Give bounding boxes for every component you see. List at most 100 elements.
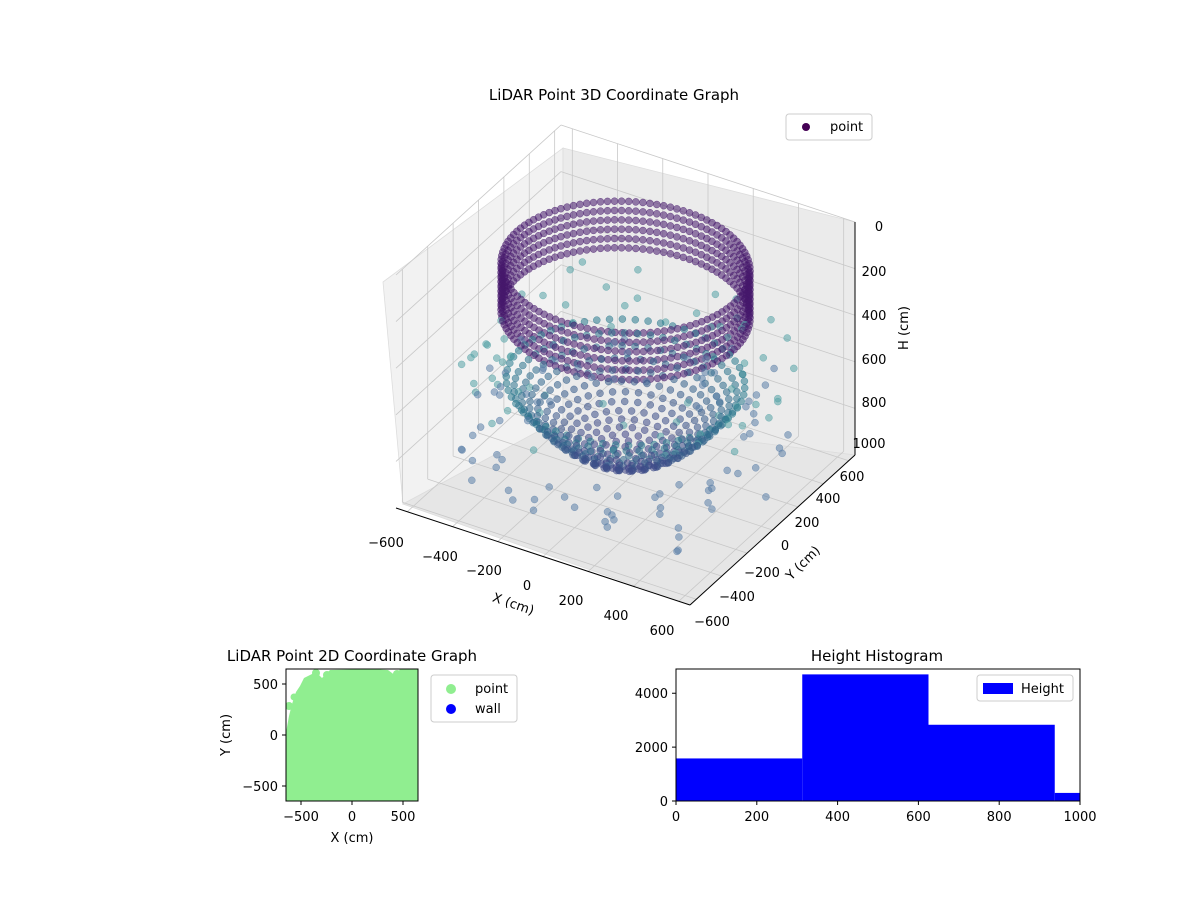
point-marker (468, 476, 476, 485)
point-marker (576, 219, 584, 227)
point-marker (602, 283, 611, 291)
point-marker (667, 354, 675, 362)
point-marker (608, 329, 616, 337)
point-marker (590, 440, 599, 449)
legend-3d: point (785, 113, 873, 141)
point-marker (752, 400, 760, 409)
point-marker (728, 374, 736, 382)
point-marker (495, 391, 504, 399)
point-marker (684, 399, 692, 407)
point-marker (702, 397, 711, 405)
point-marker (596, 198, 605, 206)
point-marker (693, 423, 702, 432)
point-marker (653, 374, 662, 383)
point-marker (546, 386, 554, 394)
h-tick-label: 400 (862, 309, 887, 324)
point-marker (569, 201, 578, 210)
point-marker (529, 446, 538, 454)
point-marker (719, 381, 727, 390)
point-marker (470, 379, 478, 388)
point-marker (492, 463, 500, 472)
point-marker (570, 321, 578, 330)
point-marker (673, 547, 681, 556)
point-marker (563, 221, 571, 230)
point-marker (737, 397, 745, 406)
point-marker (593, 419, 602, 427)
point-marker (679, 225, 688, 234)
point-marker (625, 329, 634, 337)
point-marker (679, 234, 688, 243)
point-marker (544, 372, 553, 381)
point-marker (660, 327, 669, 335)
point-marker (639, 338, 648, 346)
point-marker (610, 197, 619, 205)
point-marker (567, 425, 576, 433)
point-marker (561, 301, 570, 309)
point-marker (680, 370, 688, 378)
x-tick-label: 600 (906, 810, 931, 825)
point-marker (617, 216, 626, 224)
point-marker (632, 216, 640, 225)
point-marker (581, 414, 589, 423)
point-marker (610, 225, 619, 233)
y-tick-label: −600 (694, 615, 730, 630)
grid-line (633, 436, 799, 587)
point-marker (573, 395, 582, 404)
point-marker (592, 379, 600, 387)
x-tick-label: −400 (422, 550, 458, 565)
point-marker (583, 362, 592, 370)
y-tick-label: 200 (795, 516, 820, 531)
point-marker (725, 395, 733, 403)
point-marker (613, 492, 622, 500)
point-marker (740, 384, 749, 392)
y-tick-label: 400 (816, 492, 841, 507)
point-mark (393, 670, 401, 678)
point-marker (563, 329, 572, 337)
point-marker (538, 366, 547, 375)
x-tick-label: 200 (559, 594, 584, 609)
point-marker (468, 431, 477, 440)
x-tick-label: −500 (283, 810, 319, 825)
point-marker (716, 399, 724, 407)
point-marker (722, 388, 731, 396)
point-marker (767, 315, 775, 324)
grid-line (395, 217, 562, 369)
point-marker (596, 216, 605, 225)
legend-hist-box (976, 674, 1074, 702)
point-marker (541, 414, 550, 422)
legend-2d-label-point: point (475, 682, 508, 697)
point-marker (692, 309, 701, 318)
grid-line (395, 264, 562, 416)
point-marker (617, 206, 626, 215)
point-marker (605, 416, 613, 424)
grid-line (678, 450, 844, 602)
x-ticks-2d (300, 801, 404, 805)
point-marker (624, 225, 633, 234)
y-tick-label: 0 (660, 795, 668, 810)
point-marker (603, 244, 612, 252)
point-marker (583, 334, 592, 342)
point-marker (746, 429, 754, 438)
point-marker (476, 423, 485, 431)
point-marker (638, 466, 646, 475)
point-marker (673, 214, 681, 222)
point-marker (624, 234, 633, 243)
x-tick-label: 400 (825, 810, 850, 825)
point-marker (570, 385, 578, 394)
point-marker (590, 344, 598, 353)
point-marker (583, 324, 592, 333)
point-marker (689, 385, 697, 393)
point-marker (725, 402, 733, 410)
point-marker (537, 378, 546, 386)
point-marker (603, 465, 611, 473)
point-marker (659, 248, 668, 257)
point-marker (570, 340, 578, 348)
point-marker (659, 239, 668, 247)
x-tick-label: 0 (348, 810, 356, 825)
x-tick-label: 500 (391, 810, 416, 825)
point-marker (582, 208, 591, 217)
point-marker (631, 316, 640, 324)
point-marker (543, 407, 551, 416)
grid-line (560, 264, 856, 363)
